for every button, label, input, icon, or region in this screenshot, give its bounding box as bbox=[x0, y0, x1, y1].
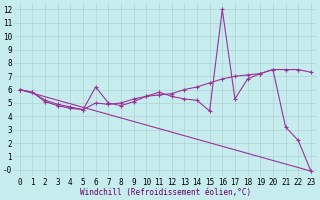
X-axis label: Windchill (Refroidissement éolien,°C): Windchill (Refroidissement éolien,°C) bbox=[80, 188, 251, 197]
